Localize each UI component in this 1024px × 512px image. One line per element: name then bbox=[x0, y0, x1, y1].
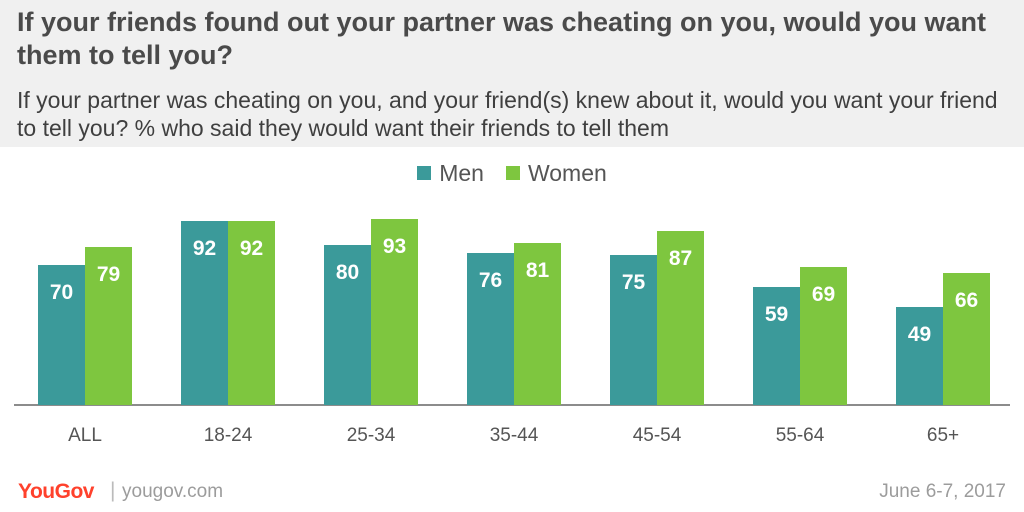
legend-item-women: Women bbox=[505, 159, 607, 187]
data-label-women-18-24: 92 bbox=[240, 237, 263, 260]
legend-label-women: Women bbox=[527, 159, 607, 186]
data-label-women-35-44: 81 bbox=[526, 259, 550, 282]
footer-date: June 6-7, 2017 bbox=[879, 481, 1006, 502]
data-label-men-all: 70 bbox=[50, 281, 73, 304]
data-label-women-55-64: 69 bbox=[812, 283, 835, 306]
data-label-women-45-54: 87 bbox=[669, 247, 692, 270]
header-band: If your friends found out your partner w… bbox=[0, 0, 1024, 147]
bar-women-65+ bbox=[943, 273, 990, 405]
chart-subtitle: If your partner was cheating on you, and… bbox=[17, 87, 998, 141]
data-label-women-65+: 66 bbox=[955, 289, 978, 312]
data-label-men-45-54: 75 bbox=[622, 271, 646, 294]
bar-men-35-44 bbox=[467, 253, 514, 405]
footer-url: yougov.com bbox=[122, 481, 224, 502]
bar-men-55-64 bbox=[753, 287, 800, 405]
bar-men-45-54 bbox=[610, 255, 657, 405]
legend-item-men: Men bbox=[417, 160, 484, 187]
bar-women-45-54 bbox=[657, 231, 704, 405]
data-label-women-all: 79 bbox=[97, 263, 120, 286]
x-tick-label-45-54: 45-54 bbox=[633, 425, 682, 446]
bar-women-18-24 bbox=[228, 221, 275, 405]
bar-men-25-34 bbox=[324, 245, 371, 405]
data-label-women-25-34: 93 bbox=[383, 235, 406, 258]
bar-women-35-44 bbox=[514, 243, 561, 405]
bar-women-55-64 bbox=[800, 267, 847, 405]
chart-legend: Men Women bbox=[0, 159, 1024, 187]
data-label-men-55-64: 59 bbox=[765, 303, 788, 326]
x-tick-label-65+: 65+ bbox=[927, 425, 959, 446]
data-label-men-35-44: 76 bbox=[479, 269, 502, 292]
data-label-men-18-24: 92 bbox=[193, 237, 216, 260]
yougov-logo: YouGov bbox=[18, 480, 94, 503]
legend-label-men: Men bbox=[439, 159, 484, 186]
x-tick-label-18-24: 18-24 bbox=[204, 425, 253, 446]
chart-title: If your friends found out your partner w… bbox=[17, 7, 987, 70]
data-label-men-25-34: 80 bbox=[336, 261, 359, 284]
legend-swatch-women bbox=[505, 166, 520, 180]
bar-men-all bbox=[38, 265, 85, 405]
bar-men-65+ bbox=[896, 307, 943, 405]
x-tick-label-25-34: 25-34 bbox=[347, 425, 396, 446]
x-tick-label-35-44: 35-44 bbox=[490, 425, 539, 446]
data-label-men-65+: 49 bbox=[908, 323, 931, 346]
footer-separator: | bbox=[110, 479, 116, 502]
x-tick-label-all: ALL bbox=[68, 425, 102, 446]
legend-swatch-men bbox=[417, 166, 432, 180]
x-tick-label-55-64: 55-64 bbox=[776, 425, 825, 446]
bar-women-25-34 bbox=[371, 219, 418, 405]
bar-women-all bbox=[85, 247, 132, 405]
bar-men-18-24 bbox=[181, 221, 228, 405]
